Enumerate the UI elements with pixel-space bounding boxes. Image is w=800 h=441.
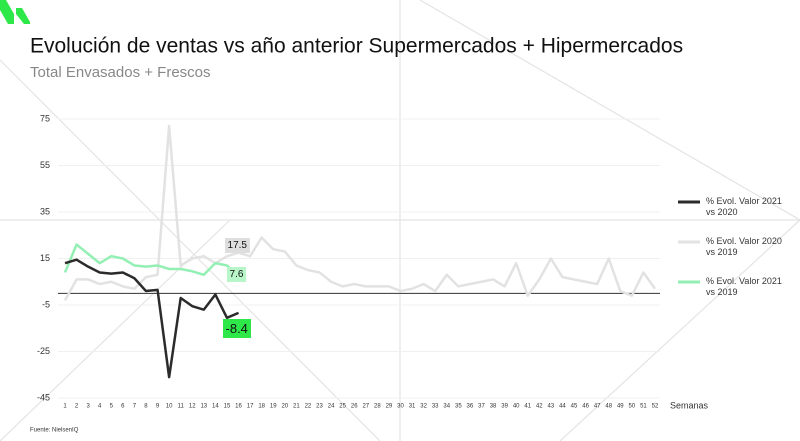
x-tick-label: 20 (281, 404, 288, 410)
x-tick-label: 16 (235, 404, 242, 410)
x-tick-label: 46 (582, 404, 589, 410)
x-tick-label: 31 (409, 404, 416, 410)
x-tick-label: 35 (455, 404, 462, 410)
x-tick-label: 27 (362, 404, 369, 410)
y-tick-label: 15 (40, 253, 50, 263)
legend-label: % Evol. Valor 2021 vs 2019 (706, 276, 782, 297)
x-tick-label: 18 (258, 404, 265, 410)
data-label: 7.6 (226, 266, 247, 282)
x-tick-label: 52 (652, 404, 659, 410)
x-tick-label: 26 (351, 404, 358, 410)
x-tick-label: 8 (144, 404, 148, 410)
legend-label: % Evol. Valor 2021 vs 2020 (706, 196, 782, 217)
logo (0, 0, 30, 24)
x-tick-label: 39 (501, 404, 508, 410)
x-tick-label: 9 (156, 404, 160, 410)
x-tick-label: 41 (524, 404, 531, 410)
data-label: 17.5 (224, 237, 250, 253)
x-tick-label: 42 (536, 404, 543, 410)
x-tick-label: 32 (420, 404, 427, 410)
x-tick-label: 3 (86, 404, 90, 410)
x-tick-label: 6 (121, 404, 125, 410)
x-tick-label: 23 (316, 404, 323, 410)
x-tick-label: 48 (605, 404, 612, 410)
x-tick-label: 45 (571, 404, 578, 410)
y-tick-label: -45 (37, 392, 50, 402)
chart-title: Evolución de ventas vs año anterior Supe… (30, 35, 683, 58)
x-tick-label: 24 (328, 404, 335, 410)
x-tick-label: 7 (133, 404, 137, 410)
chart-subtitle: Total Envasados + Frescos (30, 64, 211, 81)
x-tick-label: 25 (339, 404, 346, 410)
y-tick-label: -5 (42, 299, 50, 309)
x-tick-label: 19 (270, 404, 277, 410)
x-tick-label: 10 (166, 404, 173, 410)
y-tick-label: 35 (40, 206, 50, 216)
x-tick-label: 40 (513, 404, 520, 410)
x-tick-label: 1 (63, 404, 67, 410)
x-tick-label: 38 (490, 404, 497, 410)
legend-label: % Evol. Valor 2020 vs 2019 (706, 236, 782, 257)
x-tick-label: 43 (548, 404, 555, 410)
x-tick-label: 50 (629, 404, 636, 410)
y-tick-label: -25 (37, 346, 50, 356)
series-line (63, 124, 657, 301)
x-tick-label: 36 (467, 404, 474, 410)
y-tick-label: 75 (40, 113, 50, 123)
x-tick-label: 28 (374, 404, 381, 410)
x-tick-label: 49 (617, 404, 624, 410)
data-label: -8.4 (222, 318, 251, 338)
x-tick-label: 2 (75, 404, 79, 410)
x-tick-label: 15 (224, 404, 231, 410)
x-tick-label: 14 (212, 404, 219, 410)
x-tick-label: 29 (386, 404, 393, 410)
source: Fuente: NielsenIQ (30, 428, 79, 434)
x-tick-label: 44 (559, 404, 566, 410)
x-tick-label: 5 (110, 404, 114, 410)
series-line (64, 258, 240, 379)
x-tick-label: 22 (305, 404, 312, 410)
x-tick-label: 37 (478, 404, 485, 410)
x-tick-label: 30 (397, 404, 404, 410)
x-axis-label: Semanas (670, 400, 709, 410)
x-tick-label: 13 (200, 404, 207, 410)
x-tick-label: 4 (98, 404, 102, 410)
x-tick-label: 33 (432, 404, 439, 410)
x-tick-label: 34 (443, 404, 450, 410)
x-tick-label: 12 (189, 404, 196, 410)
x-tick-label: 47 (594, 404, 601, 410)
x-tick-label: 51 (640, 404, 647, 410)
y-tick-label: 55 (40, 160, 50, 170)
series-line (63, 243, 240, 277)
x-tick-label: 21 (293, 404, 300, 410)
x-tick-label: 11 (178, 404, 185, 410)
x-tick-label: 17 (247, 404, 254, 410)
